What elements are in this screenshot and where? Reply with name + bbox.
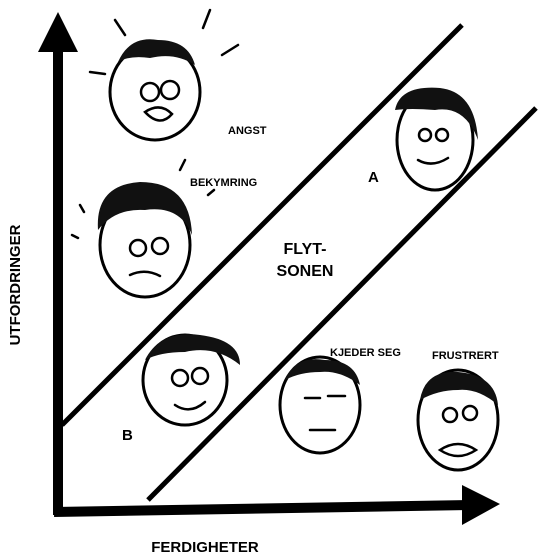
y-axis-label: UTFORDRINGER	[7, 224, 24, 345]
x-axis-label: FERDIGHETER	[151, 539, 259, 556]
face-b	[143, 334, 240, 425]
zone-label: FRUSTRERT	[432, 350, 499, 362]
zone-label: ANGST	[228, 125, 267, 137]
flow-diagram: UTFORDRINGER FERDIGHETER ANGST BEKYMRING…	[0, 0, 538, 556]
flow-zone-label: FLYT-	[284, 241, 327, 258]
flow-zone-label: SONEN	[277, 263, 334, 280]
point-label: B	[122, 427, 133, 444]
zone-label: BEKYMRING	[190, 177, 257, 189]
zone-label: KJEDER SEG	[330, 347, 401, 359]
face-frustrert	[418, 370, 498, 470]
face-angst	[90, 10, 238, 140]
face-kjeder-seg	[280, 357, 360, 453]
point-label: A	[368, 169, 379, 186]
face-a	[395, 88, 478, 190]
